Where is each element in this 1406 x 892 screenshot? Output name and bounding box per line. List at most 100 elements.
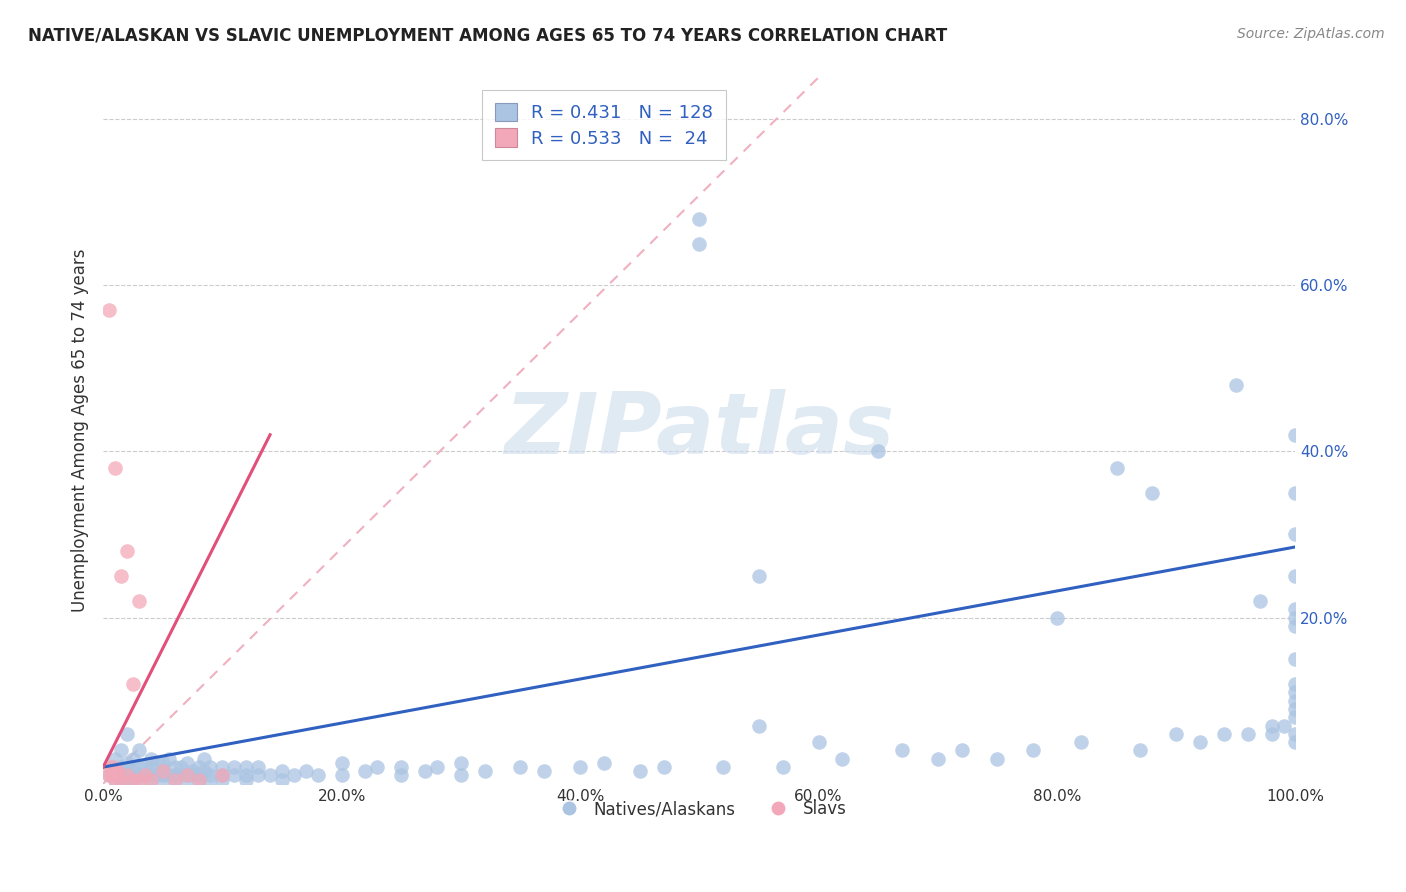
Point	[271, 772, 294, 787]
Point	[533, 764, 555, 779]
Point	[146, 768, 169, 782]
Point	[115, 756, 138, 770]
Point	[413, 764, 436, 779]
Point	[831, 752, 853, 766]
Point	[200, 760, 222, 774]
Point	[152, 764, 174, 779]
Point	[104, 772, 127, 787]
Point	[1249, 594, 1271, 608]
Point	[1189, 735, 1212, 749]
Point	[187, 772, 209, 787]
Text: NATIVE/ALASKAN VS SLAVIC UNEMPLOYMENT AMONG AGES 65 TO 74 YEARS CORRELATION CHAR: NATIVE/ALASKAN VS SLAVIC UNEMPLOYMENT AM…	[28, 27, 948, 45]
Point	[1284, 727, 1306, 741]
Point	[104, 461, 127, 475]
Point	[295, 764, 318, 779]
Point	[688, 236, 710, 251]
Point	[176, 756, 198, 770]
Point	[122, 772, 145, 787]
Point	[950, 743, 973, 757]
Point	[389, 768, 412, 782]
Point	[509, 760, 531, 774]
Point	[169, 760, 191, 774]
Point	[1260, 727, 1282, 741]
Point	[163, 760, 186, 774]
Point	[139, 760, 162, 774]
Point	[259, 768, 281, 782]
Point	[1284, 677, 1306, 691]
Point	[101, 760, 124, 774]
Point	[181, 764, 204, 779]
Point	[1272, 718, 1295, 732]
Point	[891, 743, 914, 757]
Point	[110, 772, 132, 787]
Point	[628, 764, 651, 779]
Point	[200, 772, 222, 787]
Point	[807, 735, 830, 749]
Point	[1070, 735, 1092, 749]
Text: Source: ZipAtlas.com: Source: ZipAtlas.com	[1237, 27, 1385, 41]
Point	[128, 760, 150, 774]
Point	[1022, 743, 1045, 757]
Point	[193, 764, 215, 779]
Point	[176, 768, 198, 782]
Point	[986, 752, 1008, 766]
Point	[1284, 693, 1306, 707]
Point	[139, 768, 162, 782]
Point	[235, 760, 257, 774]
Point	[163, 772, 186, 787]
Point	[110, 569, 132, 583]
Point	[157, 752, 180, 766]
Point	[128, 768, 150, 782]
Point	[122, 677, 145, 691]
Point	[927, 752, 949, 766]
Point	[224, 768, 246, 782]
Point	[711, 760, 734, 774]
Point	[187, 760, 209, 774]
Point	[1284, 569, 1306, 583]
Point	[110, 772, 132, 787]
Point	[187, 772, 209, 787]
Point	[211, 772, 233, 787]
Point	[110, 760, 132, 774]
Point	[193, 752, 215, 766]
Point	[235, 768, 257, 782]
Point	[1284, 619, 1306, 633]
Point	[104, 764, 127, 779]
Point	[98, 768, 121, 782]
Point	[152, 764, 174, 779]
Point	[107, 768, 129, 782]
Point	[330, 768, 353, 782]
Point	[1284, 486, 1306, 500]
Point	[474, 764, 496, 779]
Point	[366, 760, 388, 774]
Point	[115, 772, 138, 787]
Point	[247, 760, 270, 774]
Point	[115, 544, 138, 558]
Point	[98, 768, 121, 782]
Point	[134, 760, 156, 774]
Point	[1260, 718, 1282, 732]
Point	[157, 768, 180, 782]
Point	[1284, 735, 1306, 749]
Point	[1284, 685, 1306, 699]
Point	[152, 756, 174, 770]
Legend: Natives/Alaskans, Slavs: Natives/Alaskans, Slavs	[546, 794, 853, 825]
Point	[101, 760, 124, 774]
Point	[224, 760, 246, 774]
Point	[426, 760, 449, 774]
Point	[211, 768, 233, 782]
Point	[868, 444, 890, 458]
Point	[1236, 727, 1258, 741]
Point	[1284, 702, 1306, 716]
Point	[1212, 727, 1234, 741]
Point	[139, 772, 162, 787]
Point	[181, 768, 204, 782]
Point	[1284, 527, 1306, 541]
Point	[139, 752, 162, 766]
Point	[100, 768, 122, 782]
Point	[115, 764, 138, 779]
Point	[128, 743, 150, 757]
Point	[772, 760, 794, 774]
Point	[247, 768, 270, 782]
Point	[139, 772, 162, 787]
